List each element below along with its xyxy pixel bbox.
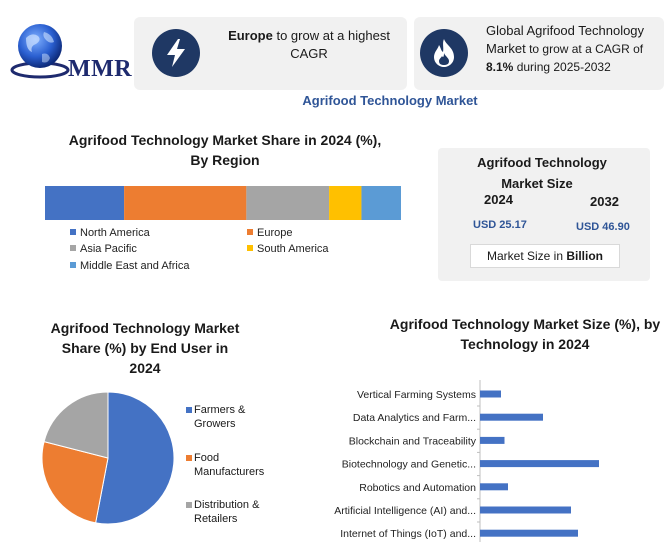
market-size-title: Agrifood Technology Market Size [438,152,646,194]
legend-label: South America [257,243,329,255]
tick-label: Vertical Farming Systems [357,389,476,401]
region-legend-item: Europe [247,227,292,239]
unit-prefix: Market Size in [486,249,567,263]
bar [480,529,578,537]
tech-chart-title: Agrifood Technology Market Size (%), by … [380,314,665,354]
legend-swatch [186,502,192,508]
market-size-title-line2: Market Size [501,176,573,191]
region-stacked-bar [45,186,401,220]
bar [480,390,501,398]
pie-title-line3: 2024 [129,360,161,376]
region-highlight-strong: Europe [228,28,273,43]
legend-swatch [247,245,253,251]
legend-label: Farmers & Growers [194,404,246,430]
legend-swatch [70,262,76,268]
legend-swatch [247,229,253,235]
legend-label: North America [80,227,150,239]
legend-label: Middle East and Africa [80,260,190,272]
tick-label: Internet of Things (IoT) and... [340,528,476,540]
logo-text: MMR [68,56,133,82]
page-title: Agrifood Technology Market [302,93,478,108]
year-2032: 2032 [590,194,619,209]
pie-slice [41,440,109,524]
value-2024: USD 25.17 [473,219,527,231]
region-legend-item: Middle East and Africa [70,260,189,272]
cagr-line3: 8.1% during 2025-2032 [486,58,662,76]
tick-label: Robotics and Automation [359,482,476,494]
legend-swatch [70,229,76,235]
unit-bold: Billion [566,249,604,263]
region-segment [329,186,362,220]
tick-label: Biotechnology and Genetic... [342,459,476,471]
legend-swatch [186,407,192,413]
pie-chart-title: Agrifood Technology Market Share (%) by … [40,318,250,378]
legend-label: Food Manufacturers [194,452,265,478]
region-chart-title-line1: Agrifood Technology Market Share in 2024… [68,132,382,148]
region-segment [45,186,125,220]
lightning-icon [152,29,200,77]
bar [480,436,505,444]
pie-slice [43,391,109,459]
tick-label: Artificial Intelligence (AI) and... [334,505,476,517]
region-legend-item: Asia Pacific [70,243,137,255]
pie-slice [95,391,175,525]
tech-title-line1: Agrifood Technology Market Size (%), by [389,316,661,332]
bar [480,506,571,514]
legend-swatch [186,455,192,461]
tick-label: Data Analytics and Farm... [353,412,476,424]
region-highlight-text: Europe to grow at a highest CAGR [218,27,400,63]
cagr-period: during 2025-2032 [513,60,611,74]
flame-icon [420,29,468,77]
value-2032: USD 46.90 [576,221,630,233]
region-highlight-rest: to grow at a highest CAGR [272,28,390,61]
mmr-logo: MMR [8,18,132,84]
region-segment [246,186,330,220]
region-legend-item: South America [247,243,329,255]
region-chart-title: Agrifood Technology Market Share in 2024… [50,130,400,170]
bar [480,483,508,491]
region-segment [124,186,247,220]
legend-label: Europe [257,227,293,239]
end-user-pie [41,391,175,525]
highlight-card-region: Europe to grow at a highest CAGR [134,17,407,90]
cagr-line2: Market to grow at a CAGR of [486,40,662,58]
region-segment [361,186,401,220]
legend-label: Asia Pacific [80,243,137,255]
market-size-card: Agrifood Technology Market Size 2024 203… [438,148,650,281]
year-2024: 2024 [484,192,513,207]
market-size-title-line1: Agrifood Technology [477,155,607,170]
region-legend-item: North America [70,227,150,239]
cagr-line2b: to grow at a CAGR of [525,42,644,56]
globe-icon [10,24,70,79]
technology-bar-chart: Vertical Farming Systems Data Analytics a… [334,380,599,542]
tick-label: Blockchain and Traceability [349,435,477,447]
cagr-rate: 8.1% [486,60,514,74]
legend-swatch [70,245,76,251]
market-size-unit: Market Size in Billion [470,244,620,268]
pie-title-line2: Share (%) by End User in [61,340,229,356]
legend-label: Distribution & Retailers [194,499,260,525]
cagr-highlight-text: Global Agrifood Technology Market to gro… [486,22,662,76]
tech-title-line2: Technology in 2024 [460,336,590,352]
bar [480,460,599,468]
highlight-card-cagr: Global Agrifood Technology Market to gro… [414,17,664,90]
region-chart-title-line2: By Region [190,152,260,168]
cagr-line2a: Market [486,41,526,56]
cagr-line1: Global Agrifood Technology [486,23,645,38]
bar [480,413,543,421]
pie-title-line1: Agrifood Technology Market [50,320,240,336]
